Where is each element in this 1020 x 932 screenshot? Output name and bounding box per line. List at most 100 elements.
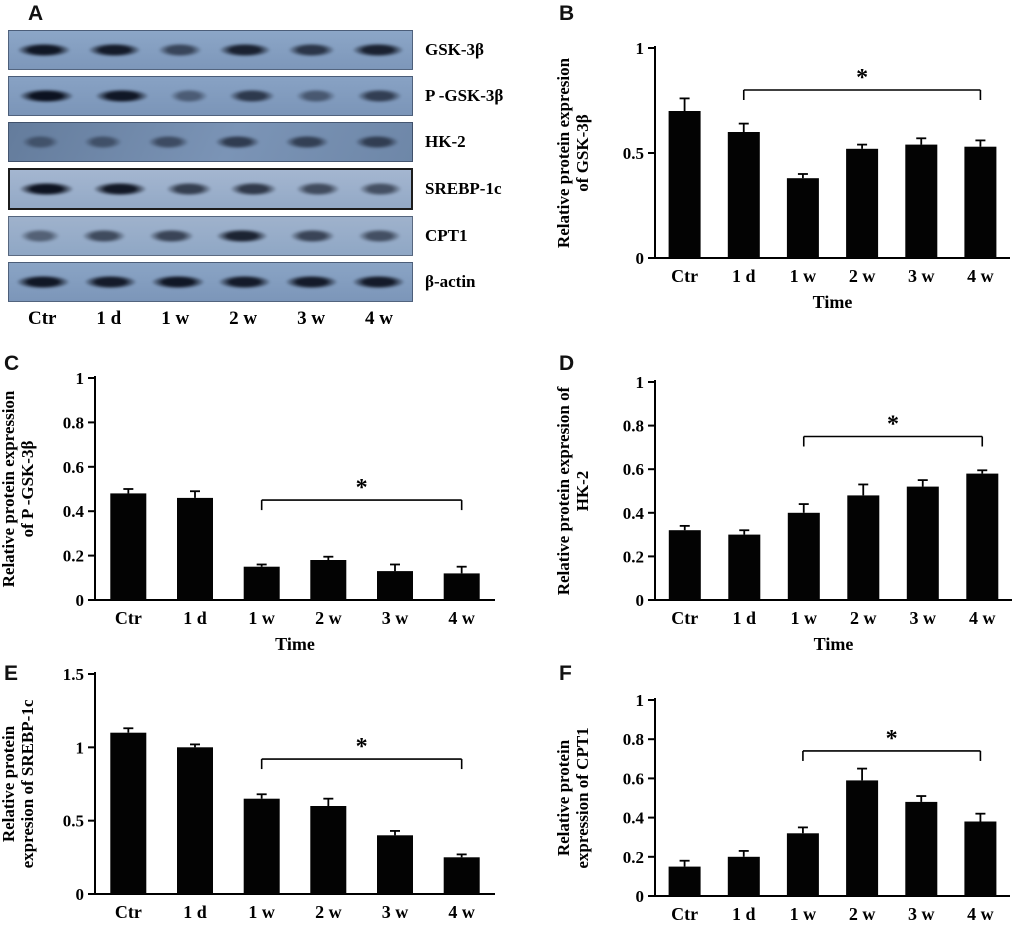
significance-asterisk: * [887, 412, 899, 438]
significance-asterisk: * [356, 734, 368, 760]
x-tick-label: 1 w [791, 608, 818, 628]
x-axis-title: Time [813, 292, 853, 312]
y-tick-label: 0.6 [63, 458, 84, 477]
bar-1 w [786, 178, 819, 258]
y-tick-label: 0 [76, 591, 85, 610]
protein-band [290, 229, 336, 243]
bar-1 d [727, 132, 760, 258]
bar-1 w [243, 566, 280, 600]
y-axis-title: Relative protein expresion ofHK-2 [555, 386, 592, 595]
bar-2 w [310, 560, 347, 600]
y-tick-label: 1 [76, 369, 85, 388]
y-tick-label: 0.8 [63, 413, 84, 432]
chart-cpt1: 0 0.2 0.4 0.6 0.8 1 Ctr 1 d 1 w 2 w 3 w 4 w Relative… [554, 660, 1020, 932]
bar-1 d [177, 497, 213, 600]
x-tick-label: 4 w [448, 902, 475, 922]
lane-label: 3 w [297, 308, 326, 329]
chart-gsk3b: 0 0.5 1 Ctr 1 d 1 w 2 w 3 w 4 w Time Relative prot… [554, 0, 1020, 350]
protein-band [158, 43, 203, 57]
bar-Ctr [668, 111, 701, 258]
lane-label: 1 w [161, 308, 190, 329]
blot-label: HK-2 [425, 132, 466, 151]
x-tick-label: 1 w [248, 608, 275, 628]
blot-row: CPT1 [8, 216, 503, 256]
bar-1 w [787, 512, 820, 600]
bar-3 w [906, 486, 939, 600]
x-tick-label: 1 d [183, 902, 207, 922]
y-tick-label: 0.8 [623, 417, 644, 436]
protein-band [19, 89, 75, 103]
protein-band [295, 89, 336, 103]
bar-4 w [443, 857, 480, 894]
y-tick-label: 1 [76, 738, 85, 757]
y-tick-label: 0 [636, 591, 645, 610]
bar-3 w [905, 801, 938, 896]
significance-asterisk: * [856, 65, 868, 91]
y-tick-label: 0.6 [623, 460, 644, 479]
protein-band [228, 89, 275, 103]
blot-strip [8, 262, 413, 302]
protein-band [148, 229, 194, 243]
protein-band [230, 182, 278, 196]
x-tick-label: 1 d [732, 266, 756, 286]
chart-svg-F: 0 0.2 0.4 0.6 0.8 1 Ctr 1 d 1 w 2 w 3 w 4 w Relative… [554, 691, 1010, 924]
protein-band [352, 275, 406, 289]
bar-1 w [786, 833, 819, 896]
lane-labels: Ctr 1 d 1 w 2 w 3 w 4 w [8, 308, 413, 330]
protein-band [358, 182, 402, 196]
x-tick-label: 3 w [910, 608, 937, 628]
blot-strip [8, 216, 413, 256]
protein-band [17, 43, 72, 57]
protein-band [15, 275, 70, 289]
chart-svg-C: 0 0.2 0.4 0.6 0.8 1 Ctr 1 d 1 w 2 w 3 w 4 w Time Rela… [0, 369, 495, 654]
y-tick-label: 0.2 [63, 547, 84, 566]
protein-band [356, 89, 402, 103]
blot-strip [8, 122, 413, 162]
x-tick-label: 4 w [969, 608, 996, 628]
bar-2 w [846, 148, 879, 258]
y-tick-label: 0.2 [623, 547, 644, 566]
lane-label: 2 w [229, 308, 258, 329]
protein-band [95, 89, 150, 103]
y-tick-label: 0.6 [623, 769, 644, 788]
protein-band [357, 229, 401, 243]
x-tick-label: Ctr [671, 266, 698, 286]
bar-2 w [310, 806, 347, 894]
panel-d: D 0 0.2 0.4 0.6 0.8 1 Ctr 1 d 1 w 2 w 3 w 4 w Time Re… [554, 350, 1020, 660]
x-tick-label: 4 w [967, 266, 994, 286]
x-axis-title: Time [814, 634, 854, 654]
significance-asterisk: * [886, 726, 898, 752]
x-axis-title: Time [275, 634, 315, 654]
panel-b-letter: B [559, 2, 575, 25]
bar-3 w [377, 835, 413, 894]
blot-label: GSK-3β [425, 40, 485, 59]
protein-band [285, 275, 339, 289]
protein-band [88, 43, 142, 57]
bar-4 w [964, 821, 997, 896]
blot-label: P -GSK-3β [425, 86, 504, 105]
blot-strip [8, 30, 413, 70]
y-tick-label: 1 [636, 39, 645, 58]
protein-band [285, 135, 330, 149]
x-tick-label: 2 w [849, 266, 876, 286]
protein-band [355, 135, 400, 149]
blot-row: β-actin [8, 262, 503, 302]
chart-hk2: 0 0.2 0.4 0.6 0.8 1 Ctr 1 d 1 w 2 w 3 w 4 w Time Rela… [554, 350, 1020, 660]
x-tick-label: 3 w [382, 608, 409, 628]
y-tick-label: 1.5 [63, 665, 84, 684]
protein-band [84, 135, 123, 149]
western-blot-table: GSK-3β P -GSK-3β HK-2 SREBP-1c CPT1 β-actin C… [8, 30, 503, 330]
bar-1 d [727, 856, 760, 896]
panel-d-letter: D [559, 352, 575, 375]
x-tick-label: 4 w [967, 904, 994, 924]
chart-svg-E: 0 0.5 1 1.5 Ctr 1 d 1 w 2 w 3 w 4 w Relative prote… [0, 665, 495, 922]
protein-band [351, 43, 404, 57]
blot-label: CPT1 [425, 226, 468, 245]
bar-1 d [177, 747, 213, 894]
panel-a-letter: A [28, 2, 44, 25]
x-tick-label: 1 w [790, 904, 817, 924]
x-tick-label: 1 d [183, 608, 207, 628]
protein-band [218, 43, 271, 57]
bar-3 w [905, 144, 938, 258]
x-tick-label: 2 w [849, 904, 876, 924]
